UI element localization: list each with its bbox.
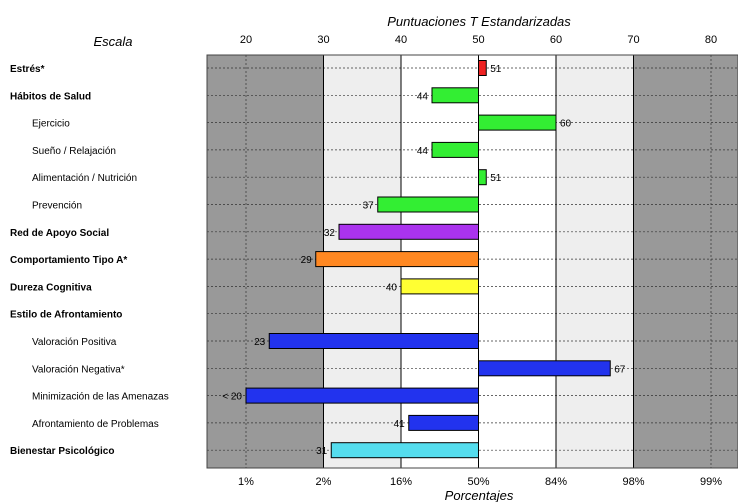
bottom-tick-label: 16% bbox=[390, 476, 412, 488]
bottom-tick-label: 50% bbox=[467, 476, 489, 488]
bar-value-label: 41 bbox=[394, 419, 406, 430]
scale-label: Prevención bbox=[32, 201, 82, 212]
scale-label: Bienestar Psicológico bbox=[10, 446, 114, 457]
score-bar bbox=[330, 442, 479, 459]
score-bar bbox=[315, 251, 479, 268]
top-tick-label: 80 bbox=[705, 34, 717, 46]
score-bar bbox=[245, 387, 479, 404]
bar-value-label: 60 bbox=[560, 119, 572, 130]
top-tick-label: 30 bbox=[317, 34, 329, 46]
bar-value-label: < 20 bbox=[222, 392, 242, 403]
scale-label: Dureza Cognitiva bbox=[10, 282, 92, 293]
top-axis-ticks: 20 30 40 50 60 70 80 bbox=[240, 34, 717, 46]
bar-value-label: 37 bbox=[363, 201, 375, 212]
bar-value-label: 40 bbox=[386, 282, 398, 293]
band-high-extreme bbox=[633, 55, 738, 468]
scale-label: Valoración Negativa* bbox=[32, 364, 125, 375]
score-bar bbox=[478, 114, 557, 131]
bottom-tick-label: 99% bbox=[700, 476, 722, 488]
scale-label: Afrontamiento de Problemas bbox=[32, 419, 159, 430]
scale-header: Escala bbox=[93, 34, 132, 49]
top-tick-label: 40 bbox=[395, 34, 407, 46]
band-high bbox=[556, 55, 634, 468]
bar-value-label: 51 bbox=[490, 173, 502, 184]
scale-label: Sueño / Relajación bbox=[32, 146, 116, 157]
bottom-axis-ticks: 1% 2% 16% 50% 84% 98% 99% bbox=[238, 476, 722, 488]
bar-value-label: 31 bbox=[316, 446, 328, 457]
score-bar bbox=[408, 414, 479, 431]
bar-value-label: 44 bbox=[417, 146, 429, 157]
bar-value-label: 51 bbox=[490, 64, 502, 75]
scale-label: Alimentación / Nutrición bbox=[32, 173, 137, 184]
bottom-tick-label: 1% bbox=[238, 476, 254, 488]
bottom-tick-label: 84% bbox=[545, 476, 567, 488]
bar-value-label: 32 bbox=[324, 228, 336, 239]
top-tick-label: 20 bbox=[240, 34, 252, 46]
score-bar bbox=[431, 87, 479, 104]
value-labels: 51 44 60 44 51 37 32 29 40 23 67 < 20 41 31 bbox=[222, 64, 626, 457]
bar-value-label: 23 bbox=[254, 337, 266, 348]
score-bar bbox=[268, 333, 479, 349]
bottom-tick-label: 98% bbox=[622, 476, 644, 488]
bars bbox=[245, 60, 611, 459]
score-bar bbox=[431, 141, 479, 158]
scale-label: Estrés* bbox=[10, 64, 45, 75]
scale-label: Comportamiento Tipo A* bbox=[10, 255, 127, 266]
top-tick-label: 70 bbox=[627, 34, 639, 46]
plot-frame bbox=[206, 54, 738, 469]
score-bar bbox=[478, 360, 611, 377]
score-bar bbox=[338, 223, 479, 240]
scale-label: Valoración Positiva bbox=[32, 337, 117, 348]
x-axis-label: Porcentajes bbox=[445, 488, 514, 502]
top-tick-label: 50 bbox=[472, 34, 484, 46]
scale-label: Red de Apoyo Social bbox=[10, 228, 109, 239]
score-bar bbox=[400, 278, 479, 295]
score-bar bbox=[478, 169, 487, 186]
top-tick-label: 60 bbox=[550, 34, 562, 46]
bar-value-label: 29 bbox=[301, 255, 313, 266]
scale-label: Ejercicio bbox=[32, 119, 70, 130]
bar-value-label: 67 bbox=[614, 364, 626, 375]
scale-label: Hábitos de Salud bbox=[10, 91, 91, 102]
score-bar bbox=[478, 60, 487, 76]
score-bar bbox=[377, 196, 479, 213]
bar-value-label: 44 bbox=[417, 91, 429, 102]
scale-label: Minimización de las Amenazas bbox=[32, 392, 169, 403]
chart-title: Puntuaciones T Estandarizadas bbox=[387, 14, 571, 29]
bottom-tick-label: 2% bbox=[316, 476, 332, 488]
scale-labels: Estrés* Hábitos de Salud Ejercicio Sueño / … bbox=[10, 64, 169, 457]
scale-label: Estilo de Afrontamiento bbox=[10, 310, 122, 321]
